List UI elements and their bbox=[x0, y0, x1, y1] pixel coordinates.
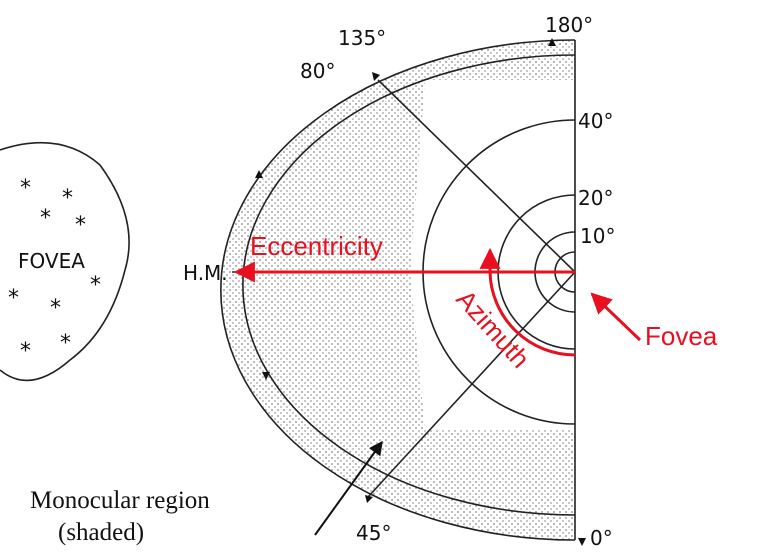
angle-label: 80° bbox=[300, 59, 335, 83]
svg-text:*: * bbox=[62, 186, 73, 211]
eccentricity-label: 10° bbox=[580, 224, 615, 248]
svg-text:*: * bbox=[75, 213, 86, 238]
angle-label: 45° bbox=[356, 521, 391, 545]
svg-text:*: * bbox=[60, 331, 71, 356]
svg-text:*: * bbox=[20, 339, 31, 364]
angle-label: 180° bbox=[545, 13, 593, 37]
svg-text:*: * bbox=[40, 206, 51, 231]
svg-text:*: * bbox=[8, 286, 19, 311]
fovea-annotation: Fovea bbox=[645, 321, 718, 351]
angle-label: 135° bbox=[338, 26, 386, 50]
eccentricity-label: 20° bbox=[578, 186, 613, 210]
hm-label: H.M. bbox=[183, 261, 228, 285]
fovea-blob-label: FOVEA bbox=[18, 249, 85, 273]
fovea-blob: * ** * * *** * bbox=[0, 141, 130, 382]
monocular-shading bbox=[220, 40, 576, 540]
annotations bbox=[233, 247, 642, 536]
angle-label: 0° bbox=[590, 526, 613, 550]
eccentricity-label: 40° bbox=[578, 109, 613, 133]
svg-text:*: * bbox=[90, 273, 101, 298]
svg-text:*: * bbox=[20, 176, 31, 201]
eccentricity-annotation: Eccentricity bbox=[250, 231, 383, 261]
monocular-label: Monocular region bbox=[30, 487, 210, 514]
svg-text:*: * bbox=[50, 296, 61, 321]
monocular-label: (shaded) bbox=[58, 519, 144, 546]
